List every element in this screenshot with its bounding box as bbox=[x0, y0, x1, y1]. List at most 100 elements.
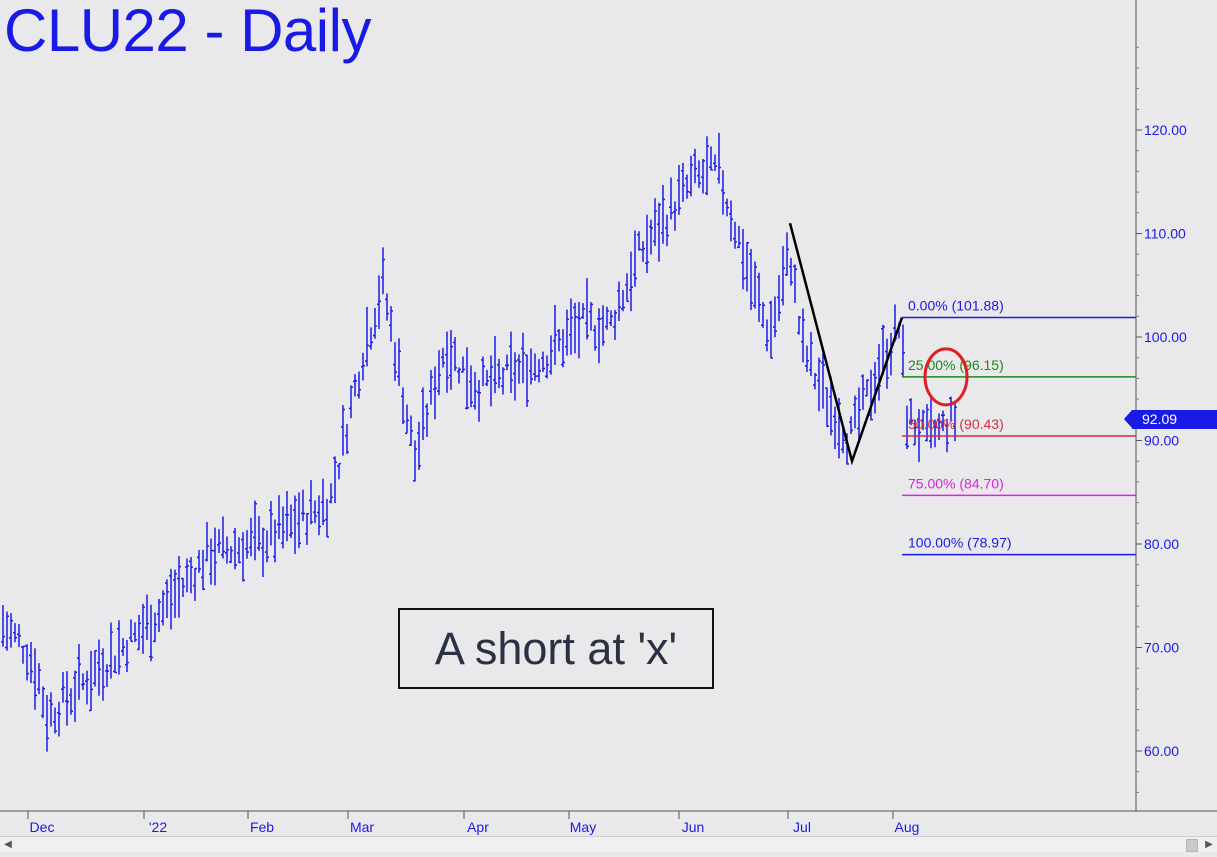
price-bar bbox=[633, 230, 637, 287]
scroll-left-arrow-icon[interactable]: ◀ bbox=[4, 839, 12, 850]
price-bar bbox=[297, 492, 301, 549]
price-bar bbox=[773, 296, 777, 338]
price-bar bbox=[933, 419, 937, 448]
price-bar bbox=[629, 251, 633, 312]
price-bar bbox=[681, 162, 685, 202]
price-bar bbox=[457, 367, 461, 384]
price-bar bbox=[713, 154, 717, 172]
price-bar bbox=[737, 225, 741, 249]
price-bar bbox=[625, 273, 629, 303]
price-bar bbox=[569, 298, 573, 355]
price-bar bbox=[169, 568, 173, 630]
price-bar bbox=[665, 214, 669, 247]
price-bar bbox=[441, 347, 445, 368]
price-bar bbox=[13, 623, 17, 643]
price-bar bbox=[689, 155, 693, 197]
price-bar bbox=[577, 302, 581, 359]
price-bar bbox=[805, 345, 809, 372]
price-bar bbox=[201, 549, 205, 591]
axes: 60.00 70.00 80.00 90.00 100.00 110.00 120.00 De… bbox=[0, 0, 1217, 835]
price-bar bbox=[925, 404, 929, 442]
price-bar bbox=[209, 538, 213, 585]
price-bar bbox=[493, 336, 497, 394]
retracement-label: 25.00% (96.15) bbox=[908, 357, 1004, 373]
price-bar bbox=[485, 369, 489, 387]
price-bar bbox=[449, 330, 453, 390]
price-bar bbox=[161, 590, 165, 626]
price-bar bbox=[561, 329, 565, 368]
price-bar bbox=[809, 332, 813, 376]
price-bar bbox=[337, 462, 341, 480]
price-bar bbox=[813, 372, 817, 390]
price-bar bbox=[585, 278, 589, 340]
price-bar bbox=[393, 342, 397, 381]
price-bar bbox=[757, 272, 761, 322]
y-tick-label: 90.00 bbox=[1144, 433, 1179, 449]
price-bar bbox=[389, 306, 393, 342]
price-bar bbox=[533, 353, 537, 381]
price-bar bbox=[653, 198, 657, 247]
price-bar bbox=[601, 305, 605, 346]
price-bar bbox=[305, 512, 309, 545]
price-bar bbox=[173, 569, 177, 618]
abcd-pattern bbox=[788, 222, 969, 466]
price-bar bbox=[61, 672, 65, 703]
price-bar bbox=[565, 309, 569, 356]
price-bar bbox=[553, 304, 557, 365]
price-bar bbox=[357, 371, 361, 399]
x-tick-label: '22 bbox=[149, 819, 167, 835]
price-bar bbox=[473, 371, 477, 410]
price-bar bbox=[73, 670, 77, 722]
price-bar bbox=[57, 701, 61, 737]
price-bar bbox=[529, 348, 533, 385]
price-bar bbox=[429, 369, 433, 405]
price-bar bbox=[417, 421, 421, 470]
price-bar bbox=[841, 427, 845, 454]
price-bar bbox=[557, 328, 561, 352]
price-bar bbox=[1, 605, 5, 647]
price-bar bbox=[573, 302, 577, 354]
price-bar bbox=[657, 202, 661, 262]
price-bar bbox=[877, 344, 881, 401]
price-bar bbox=[637, 231, 641, 251]
price-bar bbox=[685, 174, 689, 199]
price-bar bbox=[341, 405, 345, 456]
horizontal-scrollbar[interactable]: ◀ ▶ bbox=[0, 836, 1217, 852]
price-bar bbox=[373, 307, 377, 339]
price-bar bbox=[489, 355, 493, 407]
price-bar bbox=[97, 639, 101, 696]
price-bar bbox=[25, 644, 29, 681]
price-bar bbox=[445, 331, 449, 393]
price-bar bbox=[821, 351, 825, 409]
price-bar bbox=[621, 289, 625, 312]
price-bar bbox=[53, 707, 57, 734]
price-bar bbox=[861, 374, 865, 410]
price-bar bbox=[81, 673, 85, 690]
price-bar bbox=[833, 406, 837, 450]
price-bar bbox=[693, 148, 697, 184]
price-bar bbox=[69, 688, 73, 715]
retracement-label: 0.00% (101.88) bbox=[908, 298, 1004, 314]
price-bar bbox=[437, 350, 441, 396]
price-bar bbox=[289, 504, 293, 538]
price-bar bbox=[217, 529, 221, 554]
price-bar bbox=[913, 419, 917, 446]
price-bar bbox=[21, 645, 25, 664]
price-bar bbox=[497, 358, 501, 389]
price-bar bbox=[753, 261, 757, 309]
price-bar bbox=[325, 498, 329, 538]
price-bar bbox=[433, 366, 437, 420]
x-tick-label: May bbox=[570, 819, 596, 835]
price-bar bbox=[829, 376, 833, 436]
price-bars bbox=[1, 132, 957, 752]
scroll-thumb[interactable] bbox=[1186, 839, 1198, 852]
price-bar bbox=[141, 603, 145, 654]
y-tick-label: 110.00 bbox=[1144, 226, 1186, 242]
price-bar bbox=[301, 489, 305, 522]
scroll-right-arrow-icon[interactable]: ▶ bbox=[1205, 839, 1213, 850]
x-tick-label: Mar bbox=[350, 819, 374, 835]
price-bar bbox=[741, 229, 745, 290]
price-bar bbox=[749, 248, 753, 311]
price-bar bbox=[453, 337, 457, 372]
price-bar bbox=[525, 354, 529, 407]
